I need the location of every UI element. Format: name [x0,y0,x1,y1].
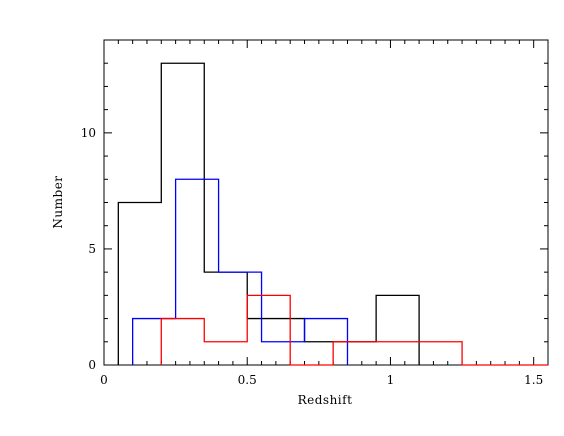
x-tick-label: 1.5 [524,373,543,387]
x-axis-title: Redshift [298,393,353,407]
y-tick-label: 5 [88,242,96,256]
histogram-series-1 [117,62,420,365]
histogram-series-3 [160,294,548,366]
x-tick-label: 0 [100,373,108,387]
plot-frame [103,39,549,366]
x-tick-label: 1 [387,373,395,387]
plot-area: 0 0.5 1 1.5 0 5 10 [81,39,549,387]
histogram-series-2 [131,178,349,365]
y-tick-label: 0 [88,358,96,372]
y-tick-label: 10 [81,126,96,140]
x-tick-label: 0.5 [238,373,257,387]
y-axis-title: Number [51,175,65,228]
